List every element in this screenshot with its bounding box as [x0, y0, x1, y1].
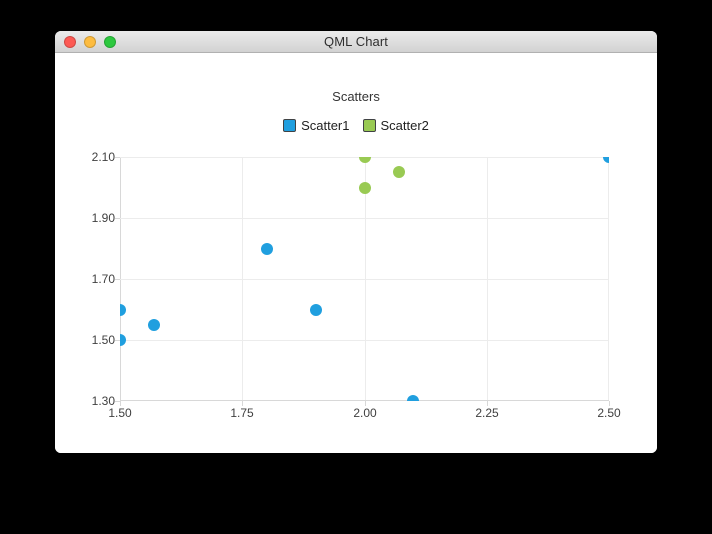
x-axis-tick — [487, 401, 488, 406]
window-title-bar[interactable]: QML Chart — [55, 31, 657, 53]
legend-label: Scatter2 — [380, 118, 429, 133]
scatter-point-scatter1 — [260, 242, 273, 255]
app-window: QML Chart Scatters Scatter1 Scatter2 1.5… — [55, 31, 657, 453]
y-axis-tick-label: 1.50 — [91, 333, 115, 347]
gridline-horizontal — [120, 340, 609, 341]
y-axis-tick — [115, 218, 120, 219]
x-axis-tick — [120, 401, 121, 406]
x-axis-tick — [365, 401, 366, 406]
chart: Scatters Scatter1 Scatter2 1.50 1.75 2.00 2… — [55, 54, 657, 453]
scatter-point-scatter1 — [309, 303, 322, 316]
legend-item-scatter1: Scatter1 — [283, 118, 350, 133]
chart-legend: Scatter1 Scatter2 — [55, 117, 657, 134]
scatter-point-scatter1 — [603, 157, 609, 163]
scatter-point-scatter1 — [407, 395, 420, 401]
y-axis-tick-label: 1.70 — [91, 272, 115, 286]
legend-marker-icon — [283, 119, 297, 132]
close-button[interactable] — [64, 36, 76, 48]
scatter-point-scatter2 — [392, 166, 405, 179]
gridline-horizontal — [120, 400, 609, 401]
y-axis-tick — [115, 401, 120, 402]
x-axis-tick-label: 2.25 — [475, 406, 499, 420]
scatter-point-scatter1 — [148, 318, 161, 331]
y-axis-tick — [115, 279, 120, 280]
plot-area — [120, 157, 609, 401]
gridline-horizontal — [120, 279, 609, 280]
scatter-point-scatter2 — [358, 181, 371, 194]
traffic-light-buttons — [64, 31, 116, 53]
scatter-point-scatter1 — [120, 303, 126, 316]
x-axis-tick — [609, 401, 610, 406]
y-axis-tick-label: 1.30 — [91, 394, 115, 408]
x-axis-tick-label: 1.75 — [230, 406, 254, 420]
chart-title: Scatters — [332, 89, 380, 104]
scatter-point-scatter2 — [358, 157, 371, 163]
x-axis-tick-label: 1.50 — [108, 406, 132, 420]
scatter-point-scatter1 — [120, 334, 126, 346]
legend-label: Scatter1 — [301, 118, 350, 133]
x-axis-tick-label: 2.50 — [597, 406, 621, 420]
y-axis-tick — [115, 157, 120, 158]
x-axis-tick-label: 2.00 — [353, 406, 377, 420]
minimize-button[interactable] — [84, 36, 96, 48]
y-axis-tick-label: 1.90 — [91, 211, 115, 225]
y-axis-tick — [115, 340, 120, 341]
x-axis-tick — [242, 401, 243, 406]
y-axis-tick-label: 2.10 — [91, 150, 115, 164]
legend-item-scatter2: Scatter2 — [362, 118, 429, 133]
gridline-horizontal — [120, 218, 609, 219]
zoom-button[interactable] — [104, 36, 116, 48]
legend-marker-icon — [362, 119, 376, 132]
window-title: QML Chart — [324, 34, 388, 49]
